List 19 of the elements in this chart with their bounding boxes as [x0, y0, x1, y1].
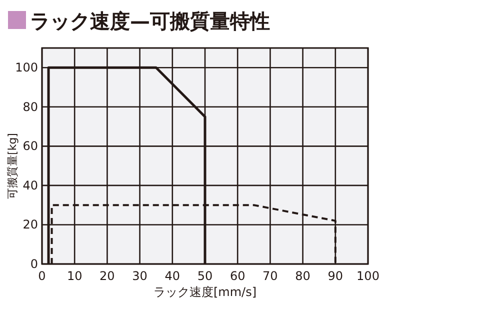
y-tick-label: 20: [22, 218, 38, 232]
x-tick-label: 70: [262, 269, 278, 283]
x-tick-label: 10: [66, 269, 82, 283]
y-tick-label: 80: [22, 100, 38, 114]
y-tick-label: 0: [30, 257, 38, 271]
x-tick-label: 80: [295, 269, 310, 283]
y-tick-label: 100: [15, 60, 38, 75]
y-tick-label: 60: [22, 139, 38, 154]
chart-title: ラック速度—可搬質量特性: [30, 9, 270, 33]
y-tick-label: 40: [22, 178, 38, 192]
y-axis-title: 可搬質量[kg]: [6, 133, 19, 199]
x-tick-label: 50: [197, 269, 213, 283]
x-tick-label: 20: [100, 269, 115, 283]
x-tick-label: 30: [132, 269, 148, 283]
x-axis-title: ラック速度[mm/s]: [153, 285, 257, 299]
x-tick-label: 40: [164, 269, 180, 283]
x-tick-label: 90: [328, 269, 344, 283]
x-tick-label: 100: [356, 269, 380, 283]
x-tick-label: 60: [230, 269, 246, 283]
